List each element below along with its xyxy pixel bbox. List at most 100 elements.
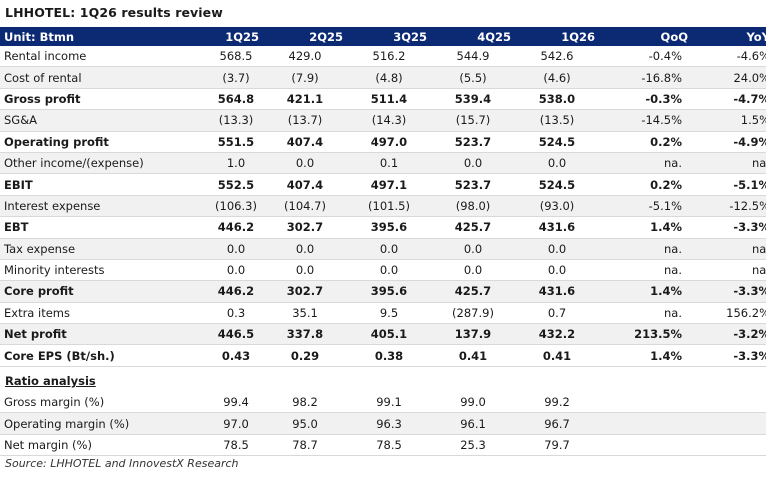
row-label: Extra items (0, 302, 209, 325)
table-cell (692, 434, 766, 457)
table-cell: -3.2% (692, 323, 766, 346)
table-cell: 497.0 (347, 131, 431, 153)
table-row: Net profit 446.5 337.8 405.1 137.9 432.2 213.5… (0, 323, 766, 346)
table-row: Extra items 0.3 35.1 9.5 (287.9) 0.7 na. 156.2% (0, 302, 766, 325)
table-cell: 405.1 (347, 323, 431, 346)
table-cell: 0.0 (347, 238, 431, 260)
table-cell: 542.6 (515, 46, 599, 68)
table-cell: 395.6 (347, 216, 431, 239)
table-cell: -0.3% (599, 88, 692, 111)
income-statement-table: Unit: Btmn 1Q25 2Q25 3Q25 4Q25 1Q26 QoQ … (0, 27, 766, 367)
table-cell: (98.0) (431, 195, 515, 218)
row-label: Other income/(expense) (0, 152, 209, 175)
table-cell: 538.0 (515, 88, 599, 111)
table-cell: 552.5 (209, 173, 263, 196)
table-cell: (13.3) (209, 109, 263, 132)
table-cell: 0.0 (209, 259, 263, 282)
table-cell: 213.5% (599, 323, 692, 346)
table-cell: -3.3% (692, 344, 766, 367)
table-cell: 524.5 (515, 131, 599, 153)
table-cell: (4.6) (515, 66, 599, 89)
table-cell: 156.2% (692, 302, 766, 325)
table-cell: 497.1 (347, 173, 431, 196)
row-label: Gross profit (0, 88, 209, 111)
table-cell: 137.9 (431, 323, 515, 346)
table-cell: 79.7 (515, 434, 599, 457)
table-cell: na. (599, 238, 692, 260)
table-cell: 78.5 (209, 434, 263, 457)
table-cell: 407.4 (263, 131, 347, 153)
row-label: Net margin (%) (0, 434, 209, 457)
table-cell: 511.4 (347, 88, 431, 111)
table-cell: (93.0) (515, 195, 599, 218)
row-label: Cost of rental (0, 66, 209, 89)
table-cell: 0.0 (209, 238, 263, 260)
row-label: Core profit (0, 280, 209, 303)
header-1q25: 1Q25 (209, 27, 263, 46)
table-cell: 99.1 (347, 392, 431, 414)
table-row: Cost of rental (3.7) (7.9) (4.8) (5.5) (4.6) -… (0, 66, 766, 89)
table-cell: (4.8) (347, 66, 431, 89)
row-label: Net profit (0, 323, 209, 346)
header-4q25: 4Q25 (431, 27, 515, 46)
table-cell: 9.5 (347, 302, 431, 325)
row-label: Minority interests (0, 259, 209, 282)
table-cell: (7.9) (263, 66, 347, 89)
row-label: SG&A (0, 109, 209, 132)
table-cell: 24.0% (692, 66, 766, 89)
table-cell: 99.4 (209, 392, 263, 414)
table-row: Net margin (%) 78.5 78.7 78.5 25.3 79.7 (0, 434, 766, 457)
table-cell: 431.6 (515, 216, 599, 239)
table-cell (692, 392, 766, 414)
table-cell: (3.7) (209, 66, 263, 89)
table-cell: -4.6% (692, 46, 766, 68)
table-cell: -5.1% (692, 173, 766, 196)
table-cell: 0.0 (431, 152, 515, 175)
table-cell: 1.4% (599, 280, 692, 303)
table-cell (599, 392, 692, 414)
header-2q25: 2Q25 (263, 27, 347, 46)
table-cell: 0.0 (431, 259, 515, 282)
table-cell: 0.0 (263, 152, 347, 175)
table-cell: 0.0 (515, 259, 599, 282)
table-cell: 1.4% (599, 216, 692, 239)
table-title: LHHOTEL: 1Q26 results review (5, 5, 223, 20)
row-label: Tax expense (0, 238, 209, 260)
table-row: Rental income 568.5 429.0 516.2 544.9 542.6 -0… (0, 46, 766, 68)
table-cell: -3.3% (692, 216, 766, 239)
table-cell: 302.7 (263, 216, 347, 239)
table-cell: na. (599, 259, 692, 282)
table-row: Operating profit 551.5 407.4 497.0 523.7 524.… (0, 131, 766, 153)
table-cell: 0.3 (209, 302, 263, 325)
table-cell: 25.3 (431, 434, 515, 457)
table-cell: 0.41 (515, 344, 599, 367)
table-cell: -4.7% (692, 88, 766, 111)
table-cell: (13.5) (515, 109, 599, 132)
table-cell: 0.0 (515, 152, 599, 175)
table-row: Gross profit 564.8 421.1 511.4 539.4 538.0 -0.… (0, 88, 766, 111)
table-cell: 1.4% (599, 344, 692, 367)
ratio-analysis-title: Ratio analysis (5, 374, 96, 388)
table-cell: 78.5 (347, 434, 431, 457)
table-cell: (13.7) (263, 109, 347, 132)
row-label: EBIT (0, 173, 209, 196)
table-cell: 544.9 (431, 46, 515, 68)
table-cell: 0.0 (431, 238, 515, 260)
table-cell: 446.5 (209, 323, 263, 346)
table-cell: 0.1 (347, 152, 431, 175)
table-cell: 1.0 (209, 152, 263, 175)
table-cell: 551.5 (209, 131, 263, 153)
source-note: Source: LHHOTEL and InnovestX Research (5, 457, 239, 470)
table-cell: 0.0 (515, 238, 599, 260)
table-cell: 0.0 (347, 259, 431, 282)
table-cell: 432.2 (515, 323, 599, 346)
table-cell: 337.8 (263, 323, 347, 346)
table-cell: 0.0 (263, 259, 347, 282)
table-cell: na. (599, 152, 692, 175)
table-cell: 0.2% (599, 173, 692, 196)
table-row: Core profit 446.2 302.7 395.6 425.7 431.6 1.4%… (0, 280, 766, 303)
table-cell: 523.7 (431, 131, 515, 153)
